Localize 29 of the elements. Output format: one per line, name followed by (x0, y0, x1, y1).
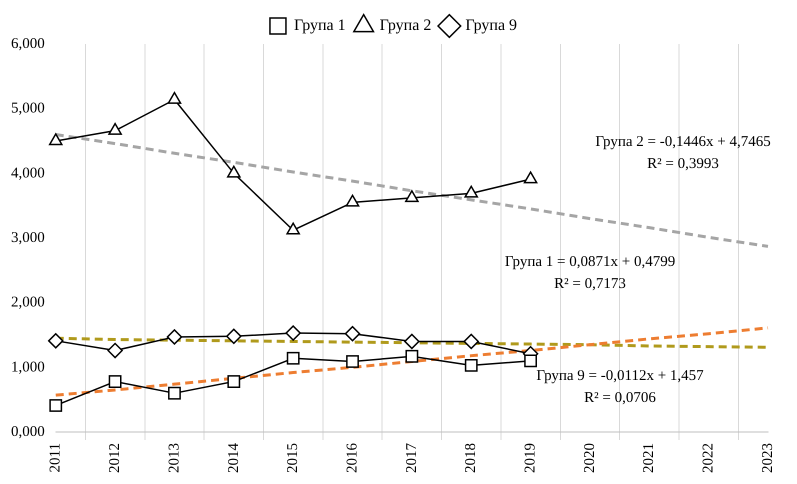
y-tick-label: 6,000 (11, 36, 45, 52)
y-tick-label: 4,000 (11, 165, 45, 182)
x-tick-label: 2012 (107, 443, 124, 473)
legend-label: Група 9 (465, 17, 518, 34)
legend-label: Група 2 (380, 17, 432, 34)
y-tick-label: 1,000 (11, 359, 45, 376)
x-tick-label: 2011 (48, 443, 64, 472)
x-tick-label: 2023 (760, 443, 776, 473)
x-tick-label: 2022 (700, 443, 717, 473)
x-tick-label: 2018 (463, 443, 480, 473)
x-tick-label: 2017 (404, 442, 420, 473)
annotation: R² = 0,0706 (584, 390, 656, 406)
x-tick-label: 2020 (582, 443, 598, 473)
annotation: R² = 0,7173 (554, 276, 626, 292)
x-tick-label: 2021 (641, 443, 658, 473)
annotation: Група 2 = -0,1446x + 4,7465 (595, 134, 771, 150)
legend-label: Група 1 (294, 17, 346, 34)
y-tick-label: 3,000 (11, 230, 45, 246)
annotation: Група 1 = 0,0871x + 0,4799 (504, 254, 676, 270)
x-tick-label: 2014 (226, 442, 242, 473)
x-tick-label: 2015 (285, 443, 302, 473)
y-tick-label: 5,000 (11, 100, 45, 117)
y-tick-label: 0,000 (11, 424, 45, 440)
annotation: Група 9 = -0,0112x + 1,457 (536, 368, 704, 384)
annotation: R² = 0,3993 (647, 156, 719, 172)
x-tick-label: 2019 (522, 443, 539, 473)
x-tick-label: 2013 (166, 443, 182, 473)
y-tick-label: 2,000 (11, 294, 45, 311)
x-tick-label: 2016 (344, 442, 360, 473)
